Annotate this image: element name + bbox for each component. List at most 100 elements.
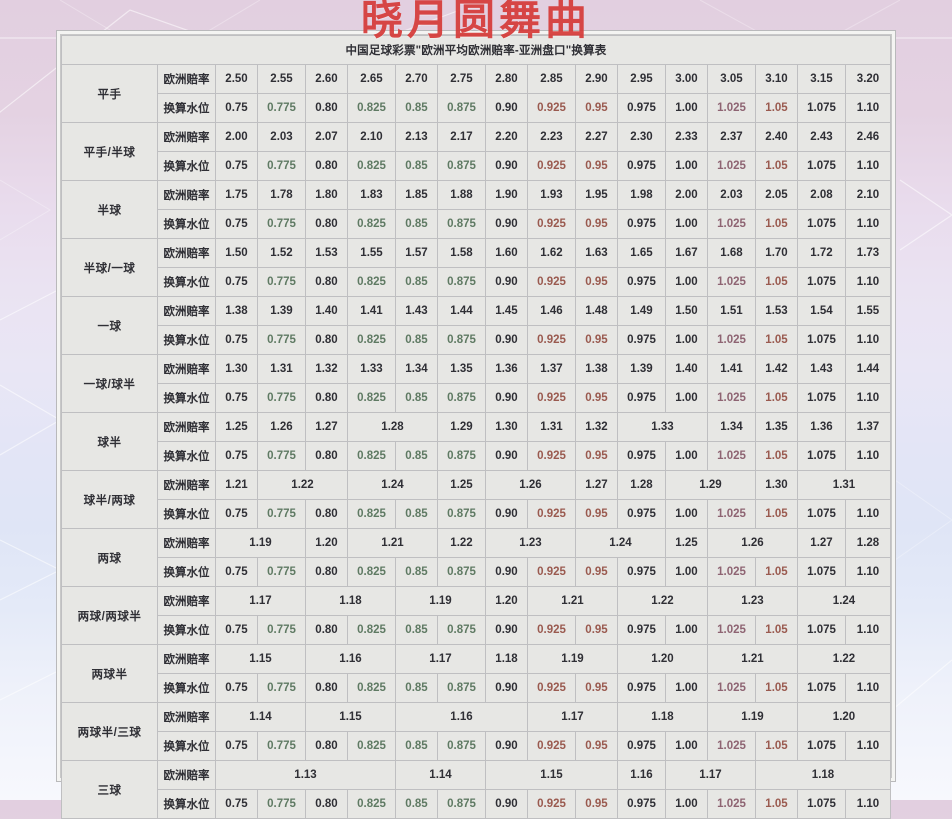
water-level-cell: 0.975 [617,267,666,297]
table-row: 换算水位 0.75 0.775 0.80 0.825 0.85 0.875 0.90 0.925… [62,267,891,297]
odds-cell: 2.20 [485,122,528,152]
water-level-cell: 1.075 [797,383,846,413]
water-level-cell: 0.85 [395,267,438,297]
water-level-cell: 1.10 [845,151,891,181]
odds-cell: 1.67 [665,238,708,268]
odds-cell: 1.20 [485,586,528,616]
water-level-cell: 0.875 [437,93,486,123]
water-level-cell: 1.025 [707,615,756,645]
water-level-cell: 0.775 [257,151,306,181]
water-level-cell: 0.825 [347,673,396,703]
water-level-cell: 0.75 [215,383,258,413]
table-row: 换算水位 0.75 0.775 0.80 0.825 0.85 0.875 0.90 0.925… [62,93,891,123]
odds-cell: 1.28 [617,470,666,500]
odds-cell: 2.37 [707,122,756,152]
water-level-cell: 0.925 [527,267,576,297]
odds-cell: 2.75 [437,64,486,94]
water-level-cell: 0.75 [215,731,258,761]
odds-cell: 1.31 [527,412,576,442]
handicap-label: 球半 [61,412,158,471]
water-level-cell: 0.875 [437,325,486,355]
table-body: 中国足球彩票"欧洲平均欧洲赔率-亚洲盘口"换算表 平手 欧洲赔率 2.50 2.55 2.… [61,35,891,819]
odds-cell: 1.22 [437,528,486,558]
odds-cell: 1.98 [617,180,666,210]
odds-cell: 1.70 [755,238,798,268]
odds-cell: 1.46 [527,296,576,326]
odds-cell: 1.26 [485,470,576,500]
odds-cell: 1.26 [707,528,798,558]
odds-cell: 1.20 [797,702,891,732]
water-level-cell: 1.075 [797,789,846,819]
water-level-cell: 0.95 [575,557,618,587]
odds-cell: 3.10 [755,64,798,94]
odds-cell: 2.60 [305,64,348,94]
odds-cell: 1.21 [527,586,618,616]
water-level-cell: 1.10 [845,673,891,703]
odds-cell: 1.30 [485,412,528,442]
water-level-cell: 0.775 [257,731,306,761]
odds-cell: 1.36 [485,354,528,384]
odds-cell: 2.03 [257,122,306,152]
odds-cell: 1.95 [575,180,618,210]
odds-cell: 1.62 [527,238,576,268]
water-level-cell: 0.975 [617,93,666,123]
water-level-cell: 1.025 [707,731,756,761]
handicap-label: 三球 [61,760,158,819]
water-sublabel: 换算水位 [157,93,216,123]
odds-cell: 1.17 [395,644,486,674]
handicap-label: 一球 [61,296,158,355]
odds-cell: 1.60 [485,238,528,268]
water-sublabel: 换算水位 [157,383,216,413]
odds-cell: 1.24 [347,470,438,500]
odds-cell: 1.34 [395,354,438,384]
watermark-text: 晓月圆舞曲 [360,0,591,44]
water-level-cell: 0.95 [575,731,618,761]
water-level-cell: 0.975 [617,615,666,645]
water-level-cell: 0.875 [437,441,486,471]
odds-cell: 1.39 [617,354,666,384]
odds-cell: 1.28 [347,412,438,442]
odds-cell: 1.53 [305,238,348,268]
water-level-cell: 0.825 [347,93,396,123]
water-level-cell: 1.00 [665,151,708,181]
water-level-cell: 1.00 [665,383,708,413]
water-level-cell: 0.825 [347,441,396,471]
odds-cell: 3.00 [665,64,708,94]
water-level-cell: 0.90 [485,557,528,587]
odds-cell: 2.27 [575,122,618,152]
water-level-cell: 0.90 [485,267,528,297]
odds-cell: 3.05 [707,64,756,94]
water-level-cell: 0.90 [485,151,528,181]
water-level-cell: 0.825 [347,615,396,645]
odds-cell: 1.55 [845,296,891,326]
water-level-cell: 0.775 [257,557,306,587]
water-level-cell: 1.00 [665,789,708,819]
water-level-cell: 1.05 [755,615,798,645]
odds-cell: 1.31 [257,354,306,384]
water-level-cell: 1.00 [665,731,708,761]
water-level-cell: 0.775 [257,499,306,529]
odds-cell: 2.33 [665,122,708,152]
water-level-cell: 0.95 [575,93,618,123]
water-level-cell: 1.00 [665,209,708,239]
odds-cell: 1.35 [437,354,486,384]
table-row: 两球半 欧洲赔率 1.15 1.16 1.17 1.18 1.19 1.20 1.21 1.22 [61,644,891,703]
water-level-cell: 0.90 [485,209,528,239]
odds-cell: 1.15 [305,702,396,732]
water-level-cell: 0.875 [437,209,486,239]
water-level-cell: 0.85 [395,615,438,645]
odds-cell: 1.14 [215,702,306,732]
odds-cell: 1.16 [305,644,396,674]
water-sublabel: 换算水位 [157,267,216,297]
water-level-cell: 0.925 [527,499,576,529]
water-level-cell: 0.95 [575,383,618,413]
handicap-label: 平手 [61,64,158,123]
water-level-cell: 0.85 [395,499,438,529]
odds-cell: 2.00 [665,180,708,210]
table-row: 换算水位 0.75 0.775 0.80 0.825 0.85 0.875 0.90 0.925… [62,209,891,239]
odds-cell: 1.27 [305,412,348,442]
table-row: 换算水位 0.75 0.775 0.80 0.825 0.85 0.875 0.90 0.925… [62,441,891,471]
water-level-cell: 0.825 [347,209,396,239]
odds-cell: 1.16 [395,702,528,732]
handicap-label: 平手/半球 [61,122,158,181]
